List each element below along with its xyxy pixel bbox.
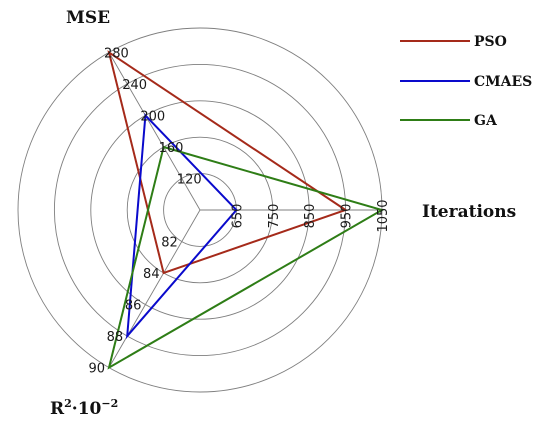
- tick-label-iterations: 850: [303, 204, 318, 229]
- tick-label-r2: 90: [88, 362, 105, 377]
- series-cmaes: [125, 113, 238, 340]
- tick-label-mse: 240: [122, 78, 147, 93]
- tick-labels: 120 160 200 240 280 650 750 850 950 1050 82 84 86 88 9…: [88, 46, 391, 376]
- axis-label-r2-mid: ·10: [72, 399, 102, 419]
- tick-label-mse: 120: [177, 173, 202, 188]
- series-polygons: [107, 50, 385, 370]
- axis-spoke-r2: [108, 209, 201, 368]
- legend-label-ga: GA: [474, 113, 498, 129]
- axis-spoke-mse: [108, 52, 201, 211]
- tick-label-mse: 160: [159, 141, 184, 156]
- legend-label-cmaes: CMAES: [474, 74, 532, 90]
- axis-label-iterations: Iterations: [422, 202, 516, 222]
- tick-label-r2: 88: [107, 330, 124, 345]
- axis-label-r2: R2·10−2: [50, 397, 118, 419]
- axis-spokes: [108, 52, 382, 368]
- legend: PSO CMAES GA: [400, 34, 532, 129]
- tick-label-r2: 82: [161, 236, 178, 251]
- axis-label-r2-base: R: [50, 399, 65, 419]
- tick-label-r2: 84: [143, 267, 160, 282]
- legend-label-pso: PSO: [474, 34, 507, 50]
- tick-label-r2: 86: [125, 299, 142, 314]
- series-pso: [107, 50, 348, 275]
- axis-label-r2-sup1: 2: [64, 397, 72, 410]
- axis-label-r2-sup2: −2: [101, 397, 118, 410]
- tick-label-iterations: 650: [230, 204, 245, 229]
- tick-label-iterations: 750: [267, 204, 282, 229]
- axis-label-mse: MSE: [66, 8, 110, 28]
- tick-label-iterations: 950: [340, 204, 355, 229]
- tick-label-mse: 280: [104, 46, 129, 61]
- series-ga: [107, 145, 385, 370]
- tick-label-iterations: 1050: [376, 199, 391, 232]
- tick-label-mse: 200: [140, 109, 165, 124]
